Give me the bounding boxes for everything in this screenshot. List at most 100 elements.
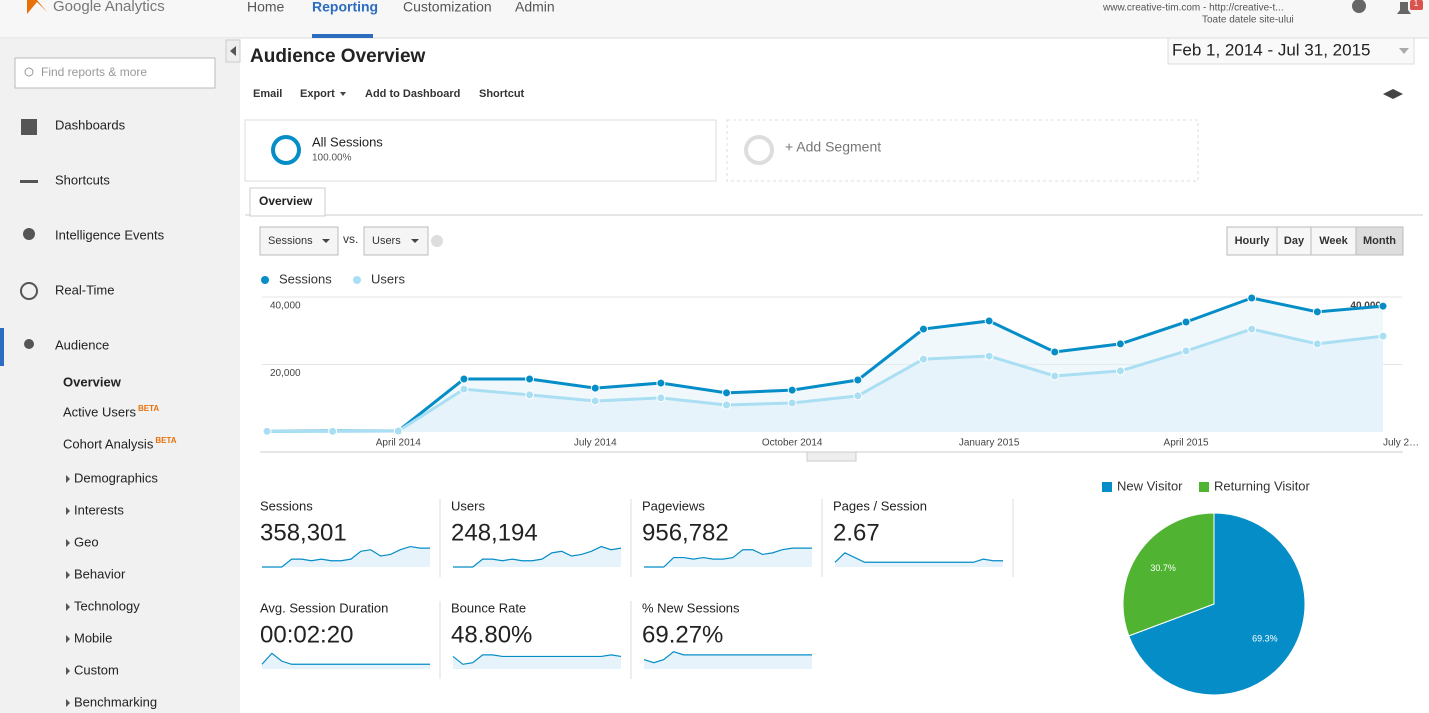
dropdown-arrow [411, 239, 419, 243]
search-icon [24, 67, 34, 77]
metric-value: 00:02:20 [260, 621, 353, 648]
bell-icon[interactable] [1397, 2, 1411, 14]
legend-dot [353, 276, 361, 284]
nav-item[interactable]: Admin [515, 0, 555, 15]
sidebar-group[interactable]: Mobile [74, 630, 112, 645]
view-name: Toate datele site-ului [1202, 15, 1294, 26]
sidebar-item[interactable]: Shortcuts [55, 172, 110, 187]
sparkline [643, 651, 812, 664]
metric-name: Sessions [260, 498, 313, 513]
nav-item[interactable]: Home [247, 0, 285, 15]
data-point [1115, 366, 1125, 376]
interval-button[interactable] [1355, 226, 1404, 256]
expand-arrow [66, 475, 70, 483]
date-range: Feb 1, 2014 - Jul 31, 2015 [1172, 40, 1370, 59]
sidebar-group[interactable]: Interests [74, 502, 124, 517]
data-point [459, 384, 469, 394]
beta-badge: BETA [155, 436, 176, 445]
data-point [1312, 339, 1322, 349]
nav-item[interactable]: Customization [403, 0, 492, 15]
metric-dropdown[interactable] [363, 226, 429, 256]
sidebar-subitem[interactable]: Active Users [63, 404, 136, 419]
data-point [525, 390, 535, 400]
top-bar [0, 0, 1429, 38]
data-point [1050, 371, 1060, 381]
add-segment-card[interactable] [726, 119, 1199, 182]
sidebar-item[interactable]: Real-Time [55, 282, 114, 297]
data-point [1050, 347, 1060, 357]
collapse-arrow [230, 46, 236, 56]
tab-label[interactable]: Overview [259, 194, 313, 208]
vs-label: vs. [343, 232, 358, 246]
interval-label[interactable]: Week [1319, 235, 1348, 247]
data-point [984, 316, 994, 326]
date-picker[interactable] [1167, 37, 1415, 65]
notification-count: 1 [1414, 0, 1419, 8]
sidebar-group[interactable]: Custom [74, 662, 119, 677]
resize-handle[interactable] [806, 451, 857, 462]
report-title: Audience Overview [250, 46, 426, 67]
sidebar-group[interactable]: Benchmarking [74, 694, 157, 709]
data-point [525, 374, 535, 384]
sidebar-group[interactable]: Behavior [74, 566, 126, 581]
metric-name: Pageviews [642, 498, 705, 513]
data-point [262, 426, 272, 436]
data-point [656, 378, 666, 388]
sidebar-group[interactable]: Demographics [74, 470, 158, 485]
sparkline-area [835, 552, 1003, 567]
segment-share: 100.00% [312, 153, 352, 164]
shortcuts-icon [20, 180, 38, 183]
metric-value: 956,782 [642, 519, 729, 546]
sparkline-area [262, 653, 430, 669]
data-point [722, 388, 732, 398]
sidebar-item[interactable]: Audience [55, 337, 109, 352]
data-point [328, 426, 338, 436]
x-tick-label: April 2014 [376, 438, 421, 449]
segment-card[interactable] [244, 119, 717, 182]
sidebar-group[interactable]: Geo [74, 534, 99, 549]
legend-dot [261, 276, 269, 284]
x-tick-label: July 2014 [574, 438, 617, 449]
remove-icon[interactable] [431, 235, 443, 247]
data-point [1115, 339, 1125, 349]
metric-name: % New Sessions [642, 600, 740, 615]
pie-slice [1128, 512, 1306, 696]
sidebar-subitem[interactable]: Cohort Analysis [63, 436, 154, 451]
action-button[interactable]: Email [253, 88, 282, 100]
tab[interactable] [249, 187, 326, 217]
sparkline-area [644, 548, 812, 567]
series-area [267, 298, 1383, 432]
x-tick-label: April 2015 [1164, 438, 1209, 449]
sidebar-subitem[interactable]: Overview [63, 374, 122, 389]
dashboards-icon [21, 119, 37, 135]
interval-button[interactable] [1310, 226, 1357, 256]
sidebar-item[interactable]: Intelligence Events [55, 227, 165, 242]
logo-icon [27, 0, 47, 14]
sidebar [0, 39, 240, 713]
interval-button[interactable] [1276, 226, 1312, 256]
metric-value: 2.67 [833, 519, 880, 546]
search-placeholder: Find reports & more [41, 65, 147, 79]
active-indicator [0, 328, 4, 366]
action-button[interactable]: Shortcut [479, 88, 525, 100]
action-button[interactable]: Add to Dashboard [365, 88, 460, 100]
sidebar-item[interactable]: Dashboards [55, 117, 126, 132]
settings-icon[interactable] [1352, 0, 1366, 13]
data-point [853, 391, 863, 401]
nav-item[interactable]: Reporting [312, 0, 378, 15]
help-icon[interactable] [1383, 89, 1403, 99]
search-box[interactable] [14, 57, 216, 89]
sidebar-group[interactable]: Technology [74, 598, 140, 613]
add-segment[interactable]: + Add Segment [785, 139, 881, 155]
metric-select: Users [372, 235, 401, 247]
interval-label[interactable]: Hourly [1235, 235, 1271, 247]
segment-ring [271, 135, 301, 165]
intelligence-icon [23, 228, 35, 240]
interval-label[interactable]: Day [1284, 235, 1305, 247]
interval-label[interactable]: Month [1363, 235, 1396, 247]
account-name[interactable]: www.creative-tim.com - http://creative-t… [1102, 3, 1284, 14]
action-button[interactable]: Export [300, 88, 335, 100]
expand-arrow [66, 539, 70, 547]
